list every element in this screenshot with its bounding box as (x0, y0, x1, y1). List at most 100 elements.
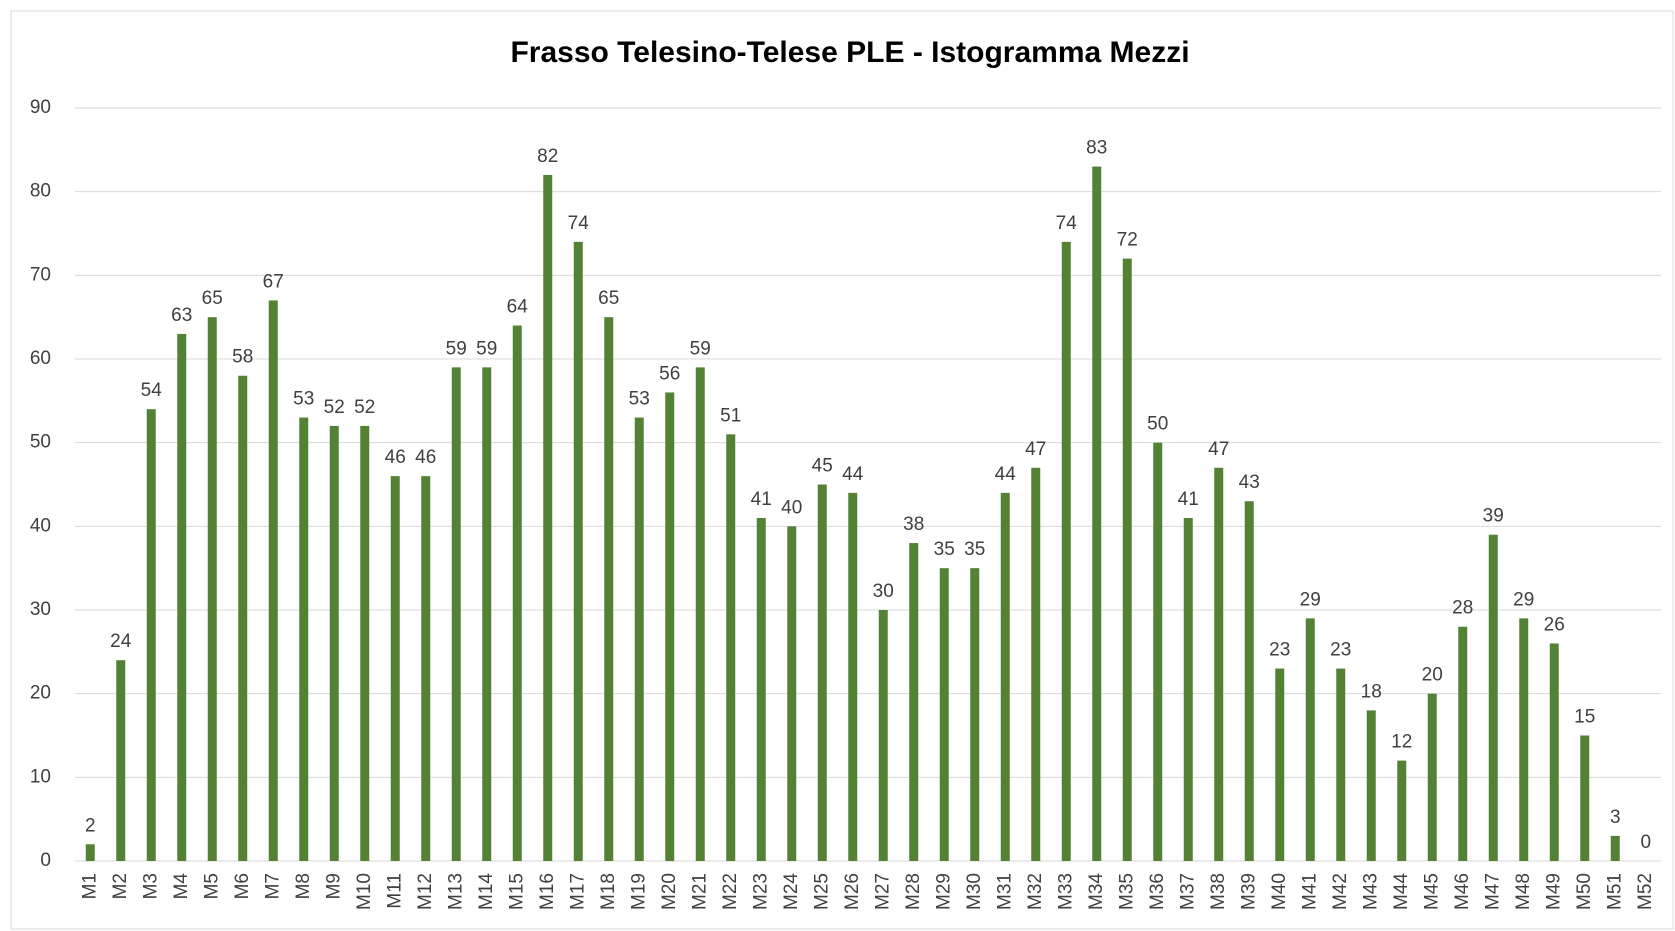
x-tick-label: M9 (323, 873, 344, 899)
data-label: 54 (141, 380, 163, 401)
data-label: 58 (232, 347, 253, 368)
x-tick-label: M47 (1482, 873, 1503, 910)
data-label: 15 (1574, 707, 1595, 728)
x-tick-label: M1 (79, 873, 100, 899)
bar (1488, 534, 1498, 861)
x-tick-label: M41 (1299, 873, 1320, 910)
bar (116, 660, 126, 861)
data-label: 56 (659, 363, 680, 384)
x-tick-label: M3 (140, 873, 161, 899)
bar (695, 367, 705, 861)
bar (1610, 835, 1620, 861)
bar (1549, 643, 1559, 861)
data-label: 63 (171, 305, 192, 326)
bar (1336, 668, 1346, 861)
data-label: 65 (202, 288, 223, 309)
x-tick-label: M19 (628, 873, 649, 910)
data-label: 45 (812, 456, 833, 477)
data-label: 41 (751, 489, 772, 510)
y-tick-label: 40 (30, 515, 51, 536)
data-label: 65 (598, 288, 619, 309)
bar (939, 568, 949, 861)
x-tick-label: M10 (354, 873, 375, 910)
bar (238, 375, 248, 861)
bar (421, 476, 431, 861)
x-tick-label: M26 (842, 873, 863, 910)
data-label: 83 (1086, 138, 1107, 159)
y-tick-label: 70 (30, 264, 51, 285)
x-tick-label: M49 (1543, 873, 1564, 910)
x-tick-label: M11 (384, 873, 405, 909)
x-tick-label: M21 (689, 873, 710, 910)
data-label: 0 (1640, 832, 1651, 853)
data-label: 82 (537, 146, 558, 167)
x-tick-label: M23 (750, 873, 771, 910)
bar (878, 610, 888, 861)
data-label: 24 (110, 631, 132, 652)
data-label: 74 (568, 213, 590, 234)
bar (1519, 618, 1529, 861)
bar (1244, 501, 1254, 861)
x-tick-label: M4 (171, 873, 192, 900)
x-tick-label: M12 (415, 873, 436, 910)
x-tick-label: M20 (659, 873, 680, 910)
bar (970, 568, 980, 861)
x-tick-label: M36 (1147, 873, 1168, 910)
x-tick-label: M51 (1604, 873, 1625, 910)
x-tick-label: M38 (1208, 873, 1229, 910)
bar (1427, 693, 1437, 861)
data-label: 40 (781, 497, 802, 518)
data-label: 29 (1513, 589, 1534, 610)
data-label: 50 (1147, 414, 1168, 435)
x-tick-label: M45 (1421, 873, 1442, 910)
bar (329, 425, 339, 861)
data-label: 51 (720, 405, 741, 426)
data-label: 12 (1391, 732, 1412, 753)
x-tick-label: M22 (720, 873, 741, 910)
bar (146, 409, 156, 861)
data-label: 35 (964, 539, 985, 560)
bar (543, 174, 553, 861)
bar (268, 300, 278, 861)
x-tick-label: M29 (933, 873, 954, 910)
data-label: 47 (1025, 439, 1046, 460)
data-label: 23 (1269, 640, 1290, 661)
x-tick-label: M7 (262, 873, 283, 899)
data-label: 38 (903, 514, 924, 535)
bar (207, 317, 217, 862)
bar (726, 434, 736, 861)
x-tick-label: M6 (232, 873, 253, 899)
bar (1061, 241, 1071, 861)
data-label: 30 (873, 581, 894, 602)
x-tick-label: M50 (1574, 873, 1595, 910)
data-label: 53 (293, 389, 314, 410)
bar (604, 317, 614, 862)
bar (1366, 710, 1376, 861)
bar (1275, 668, 1285, 861)
x-tick-label: M44 (1391, 873, 1412, 910)
bar (1305, 618, 1315, 861)
data-label: 46 (415, 447, 436, 468)
data-label: 44 (995, 464, 1017, 485)
x-tick-label: M37 (1177, 873, 1198, 910)
x-tick-label: M46 (1452, 873, 1473, 910)
y-tick-label: 90 (30, 97, 51, 118)
x-tick-label: M14 (476, 873, 497, 910)
data-label: 47 (1208, 439, 1229, 460)
bar (1580, 735, 1590, 861)
data-label: 29 (1300, 589, 1321, 610)
bar (85, 844, 95, 861)
x-tick-label: M17 (567, 873, 588, 910)
data-label: 35 (934, 539, 955, 560)
data-label: 67 (263, 271, 284, 292)
data-label: 39 (1483, 506, 1504, 527)
bar (177, 333, 187, 861)
x-tick-label: M52 (1635, 873, 1656, 910)
y-tick-label: 80 (30, 181, 51, 202)
data-label: 46 (385, 447, 406, 468)
data-label: 41 (1178, 489, 1199, 510)
x-tick-label: M43 (1360, 873, 1381, 910)
x-tick-label: M33 (1055, 873, 1076, 910)
bar (360, 425, 370, 861)
data-label: 53 (629, 389, 650, 410)
